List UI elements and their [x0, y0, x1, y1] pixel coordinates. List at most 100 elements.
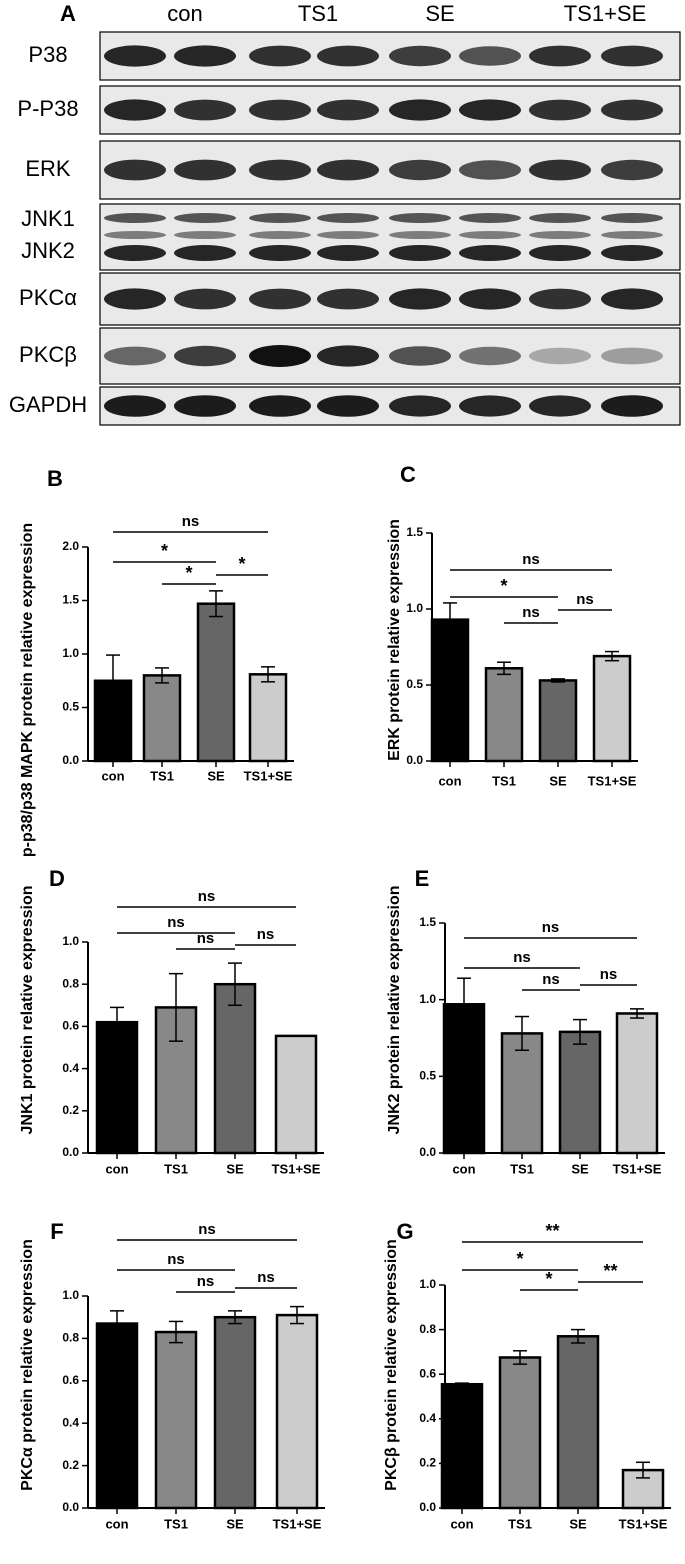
significance-label: ns	[198, 888, 216, 905]
band	[529, 159, 591, 181]
error-bar	[636, 1461, 650, 1479]
significance-label: ns	[197, 1273, 215, 1290]
band	[104, 395, 166, 417]
band	[389, 99, 451, 121]
y-tick-label: 0.2	[62, 1103, 79, 1117]
bar	[95, 1020, 139, 1155]
panel-label: B	[47, 466, 63, 491]
significance-label: ns	[522, 551, 540, 568]
band	[174, 288, 236, 310]
error-bar	[228, 962, 242, 1007]
blot-label: JNK2	[21, 238, 75, 263]
significance-label: ns	[198, 1221, 216, 1238]
band	[104, 45, 166, 67]
significance-label: ns	[167, 1251, 185, 1268]
y-tick-label: 1.5	[62, 593, 79, 607]
band	[601, 245, 663, 261]
significance-label: **	[603, 1261, 617, 1281]
band	[249, 99, 311, 121]
significance-label: *	[161, 541, 168, 561]
y-tick-label: 0.6	[419, 1366, 436, 1380]
y-tick-label: 0.2	[419, 1456, 436, 1470]
y-axis-title: p-p38/p38 MAPK protein relative expressi…	[19, 523, 36, 857]
x-tick-label: SE	[571, 1161, 589, 1176]
blot-label: PKCα	[19, 285, 77, 310]
band	[529, 45, 591, 67]
band	[389, 231, 451, 239]
bar	[498, 1356, 542, 1510]
significance-label: *	[545, 1269, 552, 1289]
y-tick-label: 1.5	[419, 915, 436, 929]
blot-label: JNK1	[21, 206, 75, 231]
significance-label: ns	[197, 930, 215, 947]
y-tick-label: 0.8	[419, 1322, 436, 1336]
error-bar	[497, 661, 511, 676]
error-bar	[290, 1305, 304, 1325]
bar	[592, 654, 632, 763]
bar	[556, 1335, 600, 1510]
band	[317, 288, 379, 310]
band	[174, 395, 236, 417]
significance-label: *	[238, 554, 245, 574]
blot-label: P-P38	[17, 96, 78, 121]
band	[459, 99, 521, 121]
error-bar	[209, 590, 223, 618]
band	[529, 395, 591, 417]
x-tick-label: con	[105, 1516, 128, 1531]
band	[174, 345, 236, 367]
chart-panel: F PKCα protein relative expression 0.0 0.2 0…	[19, 1219, 325, 1531]
band	[249, 395, 311, 417]
band	[529, 99, 591, 121]
band	[317, 99, 379, 121]
band	[389, 213, 451, 223]
y-tick-label: 1.0	[62, 934, 79, 948]
x-tick-label: con	[101, 768, 124, 783]
blot-row: P38	[28, 31, 681, 81]
chart-panel: Bp-p38/p38 MAPK protein relative express…	[19, 466, 294, 857]
significance-label: *	[500, 576, 507, 596]
bar	[484, 667, 524, 763]
x-tick-label: TS1	[164, 1516, 188, 1531]
chart-panel: E JNK2 protein relative expression 0.0 0.5 1…	[386, 866, 665, 1176]
x-tick-label: TS1+SE	[244, 768, 293, 783]
blot-label: ERK	[25, 156, 71, 181]
band	[601, 288, 663, 310]
bar	[154, 1330, 198, 1510]
bar	[95, 1322, 139, 1510]
significance-label: ns	[182, 513, 200, 530]
significance-label: ns	[513, 949, 531, 966]
panel-label: G	[396, 1219, 413, 1244]
bar	[196, 602, 236, 763]
error-bar	[605, 650, 619, 662]
x-tick-label: TS1+SE	[272, 1161, 321, 1176]
y-tick-label: 0.0	[62, 753, 79, 767]
band	[601, 213, 663, 223]
x-tick-label: TS1	[150, 768, 174, 783]
band	[601, 347, 663, 365]
error-bar	[455, 1382, 469, 1387]
band	[459, 395, 521, 417]
y-axis-title: PKCα protein relative expression	[19, 1239, 36, 1491]
chart-panel: C ERK protein relative expression 0.0 0.5 1.…	[386, 462, 638, 788]
band	[104, 288, 166, 310]
x-tick-label: SE	[549, 773, 567, 788]
y-tick-label: 0.0	[419, 1145, 436, 1159]
band	[174, 231, 236, 239]
y-tick-label: 0.5	[419, 1069, 436, 1083]
x-tick-label: SE	[207, 768, 225, 783]
band	[104, 245, 166, 261]
band	[601, 99, 663, 121]
band	[104, 231, 166, 239]
band	[174, 45, 236, 67]
y-tick-label: 0.6	[62, 1019, 79, 1033]
x-tick-label: SE	[226, 1516, 244, 1531]
error-bar	[110, 1310, 124, 1338]
blot-row: ERK	[25, 140, 681, 200]
band	[317, 45, 379, 67]
y-axis-title: ERK protein relative expression	[386, 519, 403, 761]
band	[174, 213, 236, 223]
band	[104, 213, 166, 223]
band	[389, 245, 451, 261]
band	[459, 346, 521, 366]
band	[317, 159, 379, 181]
